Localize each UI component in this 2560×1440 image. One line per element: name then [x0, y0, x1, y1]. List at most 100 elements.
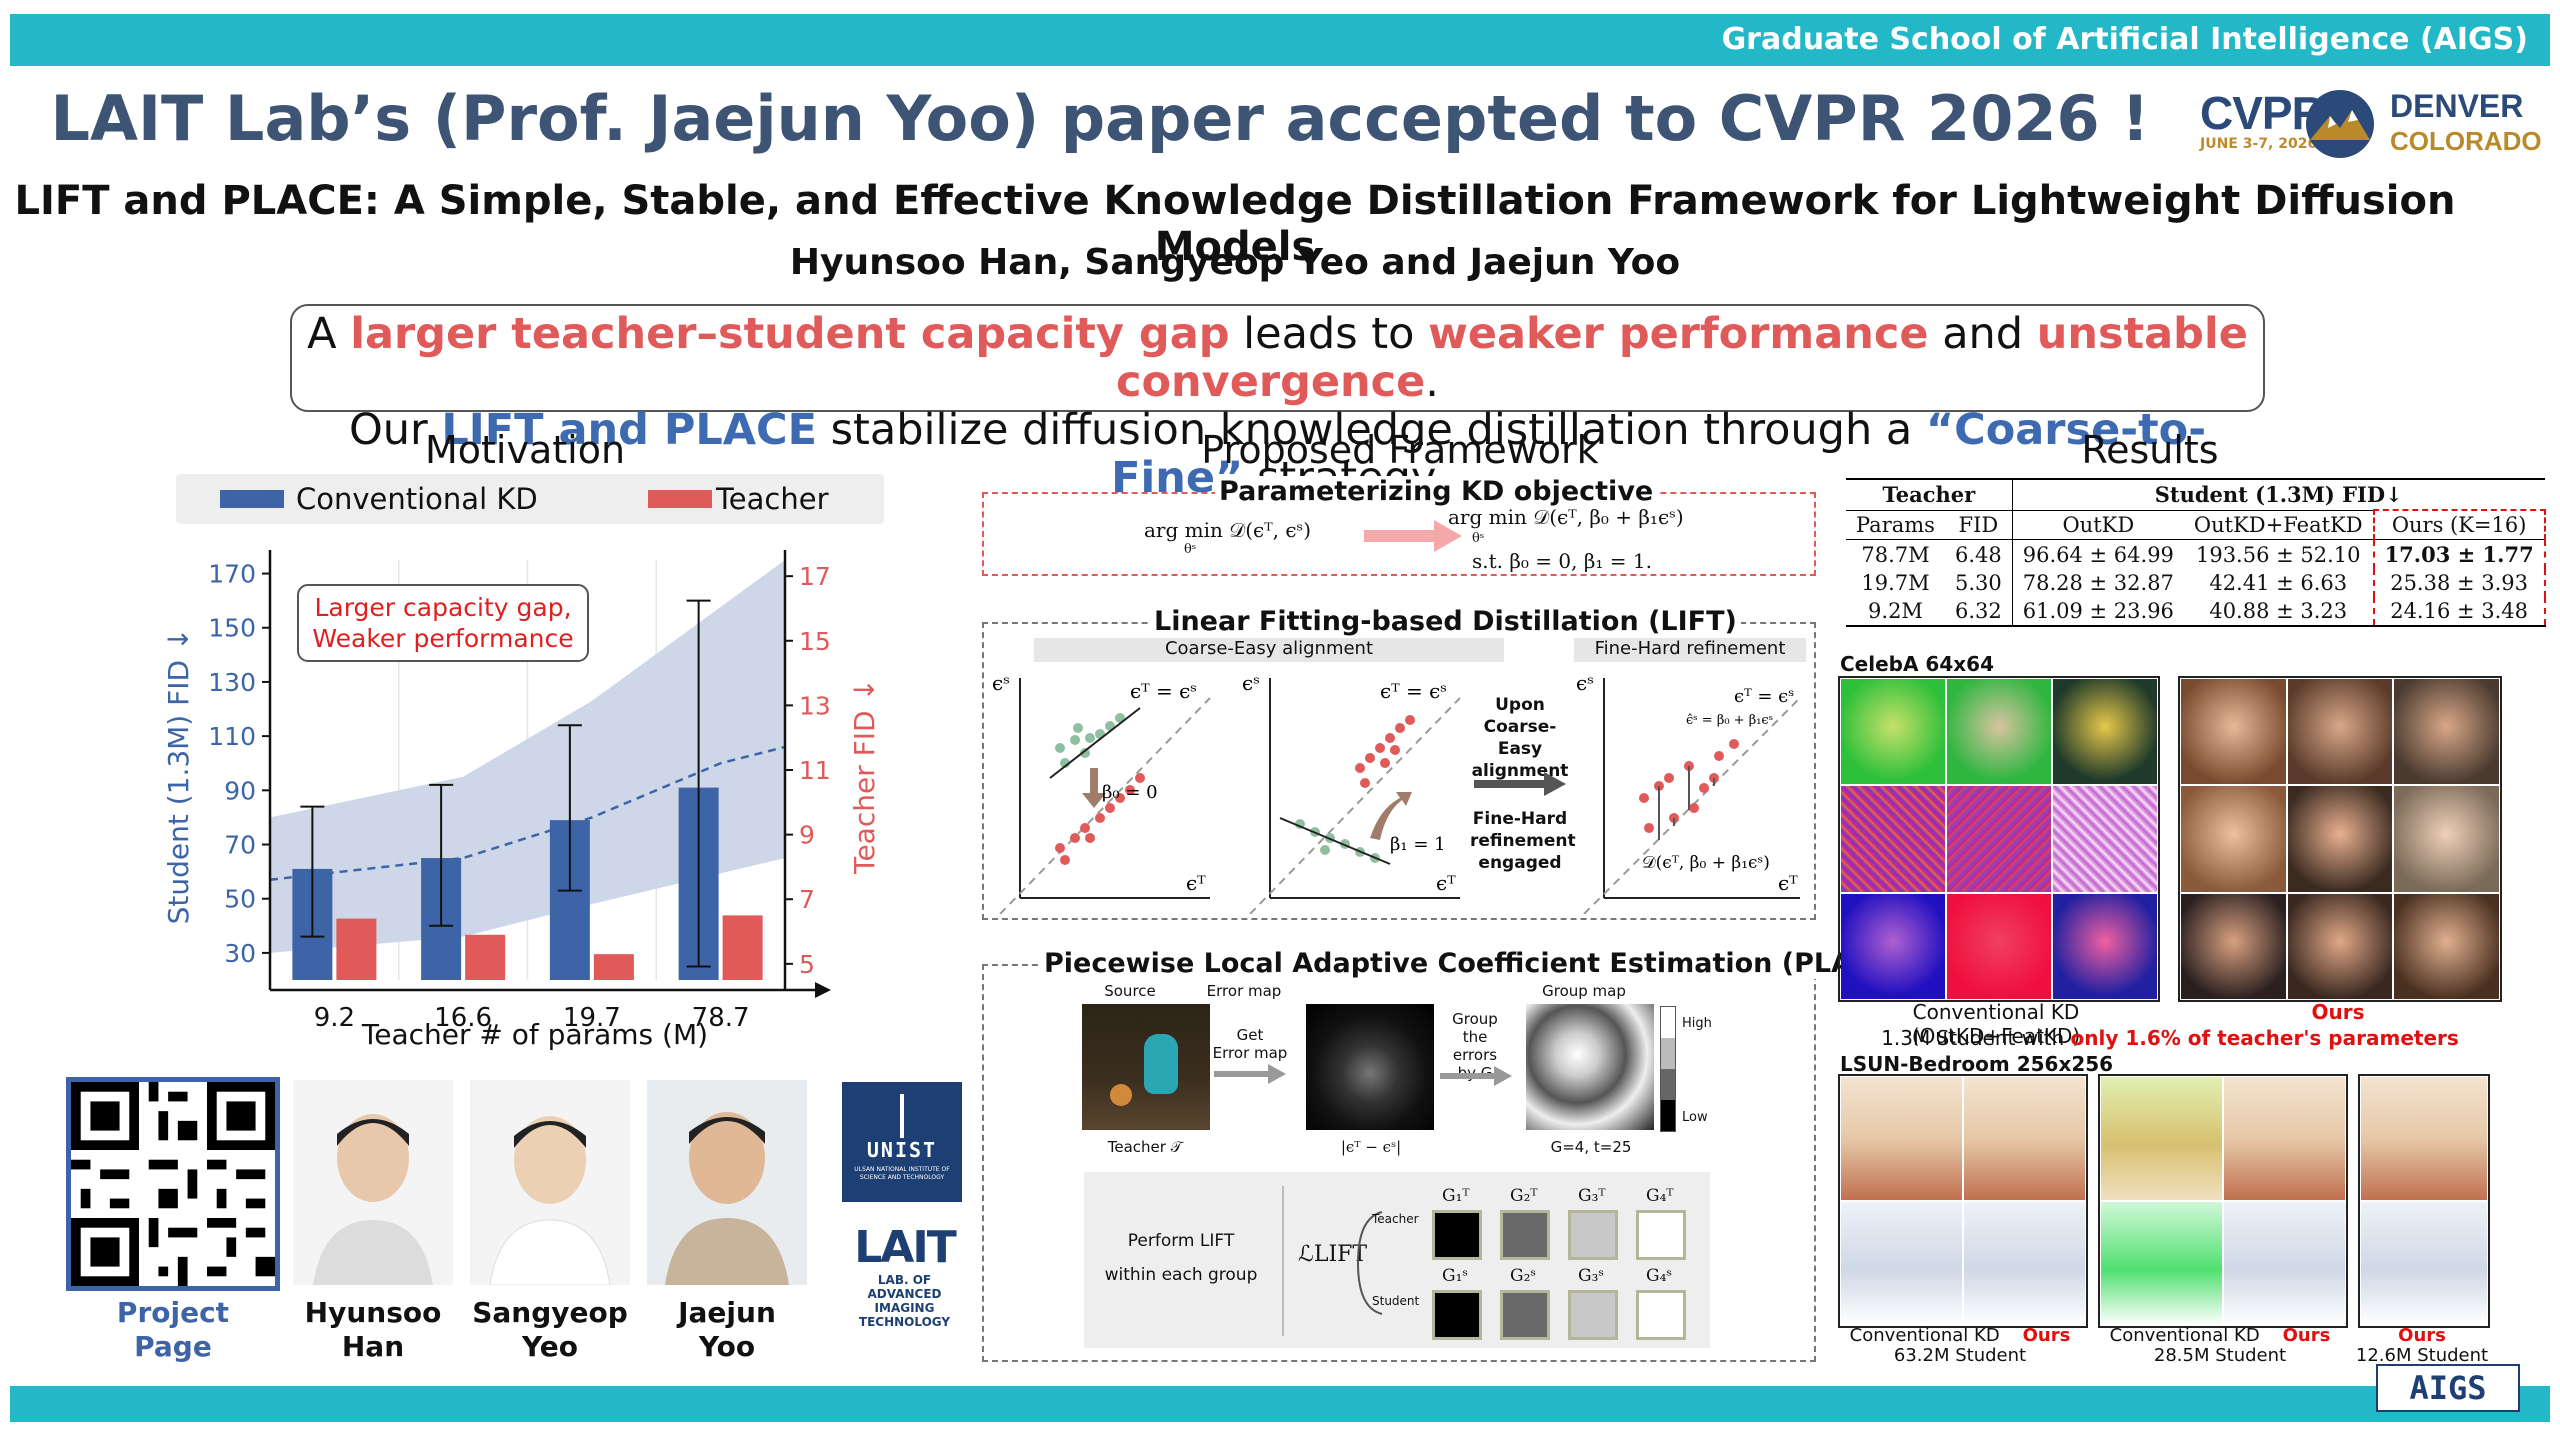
coarse-plot-2: ϵˢ ϵᵀ ϵᵀ = ϵˢ β₁ = 1 — [1242, 671, 1461, 914]
th-params: Params — [1856, 512, 1935, 537]
panel-divider — [1282, 1186, 1284, 1336]
fine-plot: ϵ̂ˢ = β₀ + β₁ϵˢ ϵᵀ = ϵˢ 𝒟(ϵᵀ, β₀ + β₁ϵˢ)… — [1576, 671, 1801, 914]
th-outkd: OutKD — [2062, 512, 2135, 537]
lsun-caption-3: Ours 12.6M Student — [2355, 1325, 2489, 1366]
group-label: G₄ˢ — [1646, 1266, 1673, 1286]
celeba-conv-caption: Conventional KD (OutKD+FeatKD) — [1911, 1000, 2081, 1048]
get-error-map-label: Get Error map — [1212, 1026, 1288, 1062]
y-axis-right-label: Teacher FID ↓ — [848, 678, 880, 875]
lsun-grid-2 — [2098, 1074, 2348, 1328]
arrow-right-icon — [1474, 772, 1566, 796]
avatar-sangyeop — [470, 1080, 630, 1286]
lift-group-panel: Perform LIFT within each group ℒLIFT Teac… — [1084, 1172, 1710, 1348]
sample-image — [2181, 786, 2286, 892]
y-tick-label-right: 7 — [799, 885, 815, 914]
sample-image — [2053, 786, 2157, 892]
bar-teacher — [465, 934, 506, 980]
sample-image — [1947, 893, 2051, 999]
cvpr-logo-dates: JUNE 3-7, 2026 — [2200, 136, 2318, 152]
teacher-row-label: Teacher — [1372, 1212, 1419, 1226]
results-table-wrap: Teacher Student (1.3M) FID↓ Params FID O… — [1846, 478, 2546, 627]
group-cell — [1432, 1290, 1482, 1340]
th-featkd: OutKD+FeatKD — [2193, 512, 2363, 537]
param-kd-formula-right: arg min 𝒟(ϵᵀ, β₀ + β₁ϵˢ) θˢ s.t. β₀ = 0, β… — [1448, 505, 1684, 573]
sample-image — [1841, 893, 1945, 999]
y-tick-label-left: 90 — [224, 776, 256, 805]
group-colorbar — [1660, 1006, 1676, 1132]
person-icon — [470, 1080, 630, 1286]
celeba-conv-grid — [1838, 676, 2160, 1002]
project-page-link[interactable]: Project Page — [116, 1296, 230, 1363]
source-label: Source — [1104, 982, 1156, 1000]
eps-s-label-1: ϵˢ — [992, 671, 1010, 695]
author-name-2: Sangyeop Yeo — [472, 1296, 628, 1363]
y-tick-label-right: 9 — [799, 821, 815, 850]
place-box: Source Error map Group map Get Error map … — [982, 964, 1816, 1362]
y-tick-label-left: 70 — [224, 831, 256, 860]
lift-loss-label: ℒLIFT — [1298, 1242, 1368, 1267]
y-tick-label-right: 5 — [799, 950, 815, 979]
person-icon — [293, 1080, 453, 1285]
celeba-label: CelebA 64x64 — [1840, 652, 1994, 676]
y-tick-label-left: 30 — [224, 939, 256, 968]
identity-eq-1: ϵᵀ = ϵˢ — [1130, 679, 1197, 703]
group-label: G₂ᵀ — [1510, 1186, 1538, 1206]
institution-label: Graduate School of Artificial Intelligen… — [1721, 22, 2528, 57]
lsun-grid-1 — [1838, 1074, 2088, 1328]
colorbar-low-label: Low — [1682, 1110, 1708, 1125]
sample-image — [2394, 786, 2499, 892]
identity-eq-2: ϵᵀ = ϵˢ — [1380, 679, 1447, 703]
group-cell — [1500, 1210, 1550, 1260]
sample-image — [1947, 786, 2051, 892]
eps-t-label-3: ϵᵀ — [1778, 871, 1798, 895]
group-map-label: Group map — [1542, 982, 1626, 1000]
avatar-hyunsoo — [293, 1080, 453, 1285]
sample-image — [1964, 1077, 2085, 1200]
teacher-caption: Teacher 𝒯 — [1107, 1138, 1183, 1156]
place-title: Piecewise Local Adaptive Coefficient Est… — [1040, 948, 1907, 979]
annotation-box — [297, 584, 589, 662]
finehard-engaged-label: Fine-Hard refinement engaged — [1470, 809, 1576, 873]
vase-shape — [1144, 1034, 1178, 1094]
celeba-ours-caption: Ours — [2311, 1000, 2365, 1024]
trend-line — [269, 745, 786, 881]
upon-alignment-label: Upon Coarse-Easy alignment — [1471, 695, 1569, 781]
lsun-caption-2: Conventional KD Ours 28.5M Student — [2109, 1325, 2331, 1366]
group-label: G₁ᵀ — [1442, 1186, 1470, 1206]
lsun-label: LSUN-Bedroom 256x256 — [1840, 1052, 2114, 1076]
error-formula: |ϵᵀ − ϵˢ| — [1340, 1138, 1402, 1156]
cvpr-logo-city: DENVER — [2390, 88, 2524, 124]
y-tick-label-right: 15 — [799, 627, 831, 656]
group-label: G₃ˢ — [1578, 1266, 1605, 1286]
sample-image — [2287, 679, 2393, 785]
bar-teacher — [336, 918, 377, 980]
x-tick-label: 19.7 — [563, 1003, 621, 1033]
paper-title: LIFT and PLACE: A Simple, Stable, and Ef… — [14, 178, 2456, 270]
fine-hard-header: Fine-Hard refinement — [1574, 638, 1806, 662]
source-image — [1082, 1004, 1210, 1130]
lift-box: Coarse-Easy alignment Fine-Hard refineme… — [982, 622, 1816, 920]
annotation-line-2: Weaker performance — [312, 624, 573, 653]
aigs-logo-text: AIGS — [2409, 1369, 2487, 1407]
top-banner: Graduate School of Artificial Intelligen… — [10, 14, 2550, 66]
qr-code-icon — [71, 1082, 275, 1286]
x-axis-arrow — [815, 982, 831, 998]
coarse-plot-1: ϵˢ ϵᵀ ϵᵀ = ϵˢ β₀ = 0 — [992, 671, 1211, 914]
unist-logo-mark — [900, 1094, 904, 1138]
sample-image — [2224, 1202, 2345, 1325]
qr-code[interactable] — [66, 1077, 280, 1291]
legend-swatch-conventional — [220, 490, 284, 508]
cvpr-logo: CVPR JUNE 3-7, 2026 DENVER COLORADO — [2200, 86, 2542, 166]
sample-image — [2101, 1202, 2222, 1325]
table-row: 19.7M 5.30 78.28 ± 32.87 42.41 ± 6.63 25.3… — [1846, 569, 2546, 597]
bracket-icon — [1356, 1211, 1383, 1315]
group-setting: G=4, t=25 — [1550, 1138, 1632, 1156]
sample-image — [2181, 893, 2286, 999]
sample-image — [1947, 679, 2051, 785]
sample-image — [1841, 679, 1945, 785]
avatar-jaejun — [647, 1080, 807, 1285]
legend-label-teacher: Teacher — [716, 482, 829, 516]
unist-logo-sub: ULSAN NATIONAL INSTITUTE OF SCIENCE AND … — [854, 1166, 950, 1181]
unist-logo: UNIST ULSAN NATIONAL INSTITUTE OF SCIENC… — [842, 1082, 962, 1202]
